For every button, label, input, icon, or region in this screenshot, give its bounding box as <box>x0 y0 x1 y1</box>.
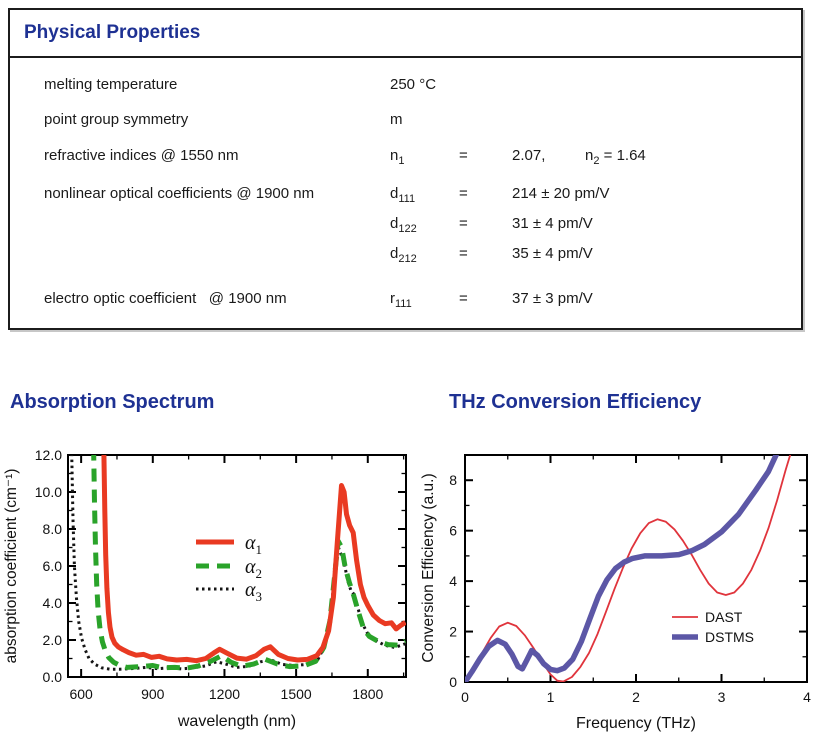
x-tick-label: 2 <box>632 689 640 705</box>
symbol: d122 <box>390 215 417 235</box>
equals-sign: = <box>459 290 468 307</box>
x-tick-label: 3 <box>718 689 726 705</box>
equals-sign: = <box>459 185 468 202</box>
y-tick-label: 10.0 <box>35 484 62 500</box>
thz-conversion-title: THz Conversion Efficiency <box>449 391 702 413</box>
x-tick-label: 1800 <box>352 686 383 702</box>
thz-conversion-chart: 0 1 2 3 4 0 2 4 6 8 Frequency (THz) Conversion Effi… <box>420 454 811 732</box>
y-tick-label: 0 <box>449 674 457 690</box>
legend-label-alpha3: α3 <box>245 579 262 604</box>
property-label: electro optic coefficient @ 1900 nm <box>44 290 287 307</box>
y-tick-label: 12.0 <box>35 447 62 463</box>
property-label: refractive indices @ 1550 nm <box>44 147 239 164</box>
property-value: 214 ± 20 pm/V <box>512 185 610 202</box>
y-tick-label: 8 <box>449 472 457 488</box>
property-value: m <box>390 111 403 128</box>
x-axis-label: wavelength (nm) <box>177 713 296 730</box>
y-tick-label: 8.0 <box>43 521 63 537</box>
x-tick-label: 600 <box>69 686 93 702</box>
property-value: 250 °C <box>390 76 437 93</box>
property-value: 35 ± 4 pm/V <box>512 245 593 262</box>
equals-sign: = <box>459 147 468 164</box>
y-tick-label: 4 <box>449 573 457 589</box>
absorption-spectrum-chart: 600 900 1200 1500 1800 0.0 2.0 4.0 6.0 8.0 10.0 12.… <box>3 447 407 730</box>
y-axis-label: absorption coefficient (cm⁻¹) <box>3 469 20 664</box>
series-group <box>70 455 406 671</box>
equals-sign: = <box>459 245 468 262</box>
legend-label-alpha1: α1 <box>245 532 262 557</box>
plot-frame <box>464 454 808 683</box>
y-tick-label: 6.0 <box>43 558 63 574</box>
property-label: nonlinear optical coefficients @ 1900 nm <box>44 185 315 202</box>
plot-frame <box>67 454 407 678</box>
table-row: nonlinear optical coefficients @ 1900 nm… <box>44 185 789 275</box>
y-tick-label: 6 <box>449 523 457 539</box>
x-tick-label: 1500 <box>281 686 312 702</box>
series-group <box>465 455 792 682</box>
table-title: Physical Properties <box>24 22 201 43</box>
legend-label-DAST: DAST <box>705 609 743 625</box>
absorption-spectrum-title: Absorption Spectrum <box>10 391 215 413</box>
table-header: Physical Properties <box>10 10 801 58</box>
y-tick-label: 2 <box>449 624 457 640</box>
y-tick-label: 0.0 <box>43 669 63 685</box>
x-tick-label: 1 <box>547 689 555 705</box>
symbol: d111 <box>390 185 416 205</box>
x-tick-label: 0 <box>461 689 469 705</box>
symbol: d212 <box>390 245 417 265</box>
x-axis-label: Frequency (THz) <box>576 715 696 732</box>
property-value: 2.07, <box>512 147 546 164</box>
y-tick-label: 4.0 <box>43 595 63 611</box>
series-alpha1 <box>101 455 406 664</box>
x-tick-label: 1200 <box>209 686 240 702</box>
series-alpha2 <box>91 455 406 671</box>
x-tick-label: 4 <box>803 689 811 705</box>
legend-label-alpha2: α2 <box>245 556 262 581</box>
property-value: 31 ± 4 pm/V <box>512 215 593 232</box>
y-axis-label: Conversion Efficiency (a.u.) <box>420 473 437 662</box>
property-value-secondary: n2 = 1.64 <box>585 147 646 167</box>
property-value: 37 ± 3 pm/V <box>512 290 593 307</box>
equals-sign: = <box>459 215 468 232</box>
series-DAST <box>465 455 792 682</box>
symbol: n1 <box>390 147 405 167</box>
physical-properties-table: Physical Properties melting temperature … <box>8 8 803 330</box>
y-tick-label: 2.0 <box>43 632 63 648</box>
property-label: point group symmetry <box>44 111 189 128</box>
legend-label-DSTMS: DSTMS <box>705 629 754 645</box>
x-tick-label: 900 <box>141 686 165 702</box>
symbol: r111 <box>390 290 412 310</box>
series-DSTMS <box>465 455 780 682</box>
property-label: melting temperature <box>44 76 178 93</box>
